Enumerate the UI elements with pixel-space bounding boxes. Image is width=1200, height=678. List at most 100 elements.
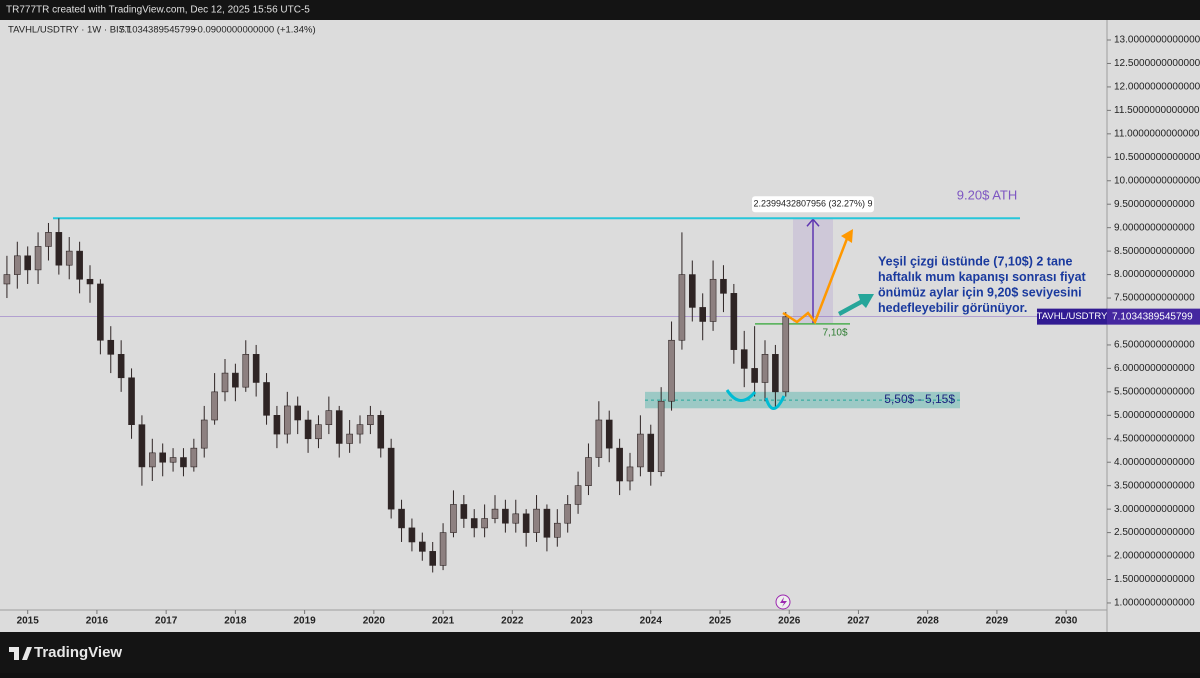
x-tick-label: 2021: [432, 616, 455, 627]
candle-body: [699, 307, 706, 322]
candle-body: [772, 354, 779, 393]
y-tick-label: 12.0000000000000: [1114, 82, 1200, 93]
note-line: haftalık mum kapanışı sonrası fiyat: [878, 270, 1087, 284]
y-tick-label: 6.5000000000000: [1114, 340, 1195, 351]
price-tag: [1107, 308, 1200, 325]
measure-label: 2.2399432807956 (32.27%) 9: [753, 199, 872, 209]
candle-body: [460, 504, 468, 519]
symbol: TAVHL/USDTRY · 1W · BIST: [8, 25, 131, 36]
candle-body: [273, 415, 281, 435]
symbol-tag-label: TAVHL/USDTRY: [1037, 311, 1108, 322]
candle-body: [34, 246, 42, 271]
candle-body: [356, 424, 364, 435]
pattern-curve: [725, 389, 757, 402]
candle-body: [533, 508, 540, 533]
x-tick-label: 2020: [363, 616, 386, 627]
candle-body: [470, 518, 478, 529]
candle-body: [45, 232, 52, 247]
candle-body: [367, 415, 374, 425]
candle-body: [595, 419, 603, 458]
candle-body: [502, 508, 509, 524]
candle-body: [491, 508, 499, 519]
candle-body: [263, 382, 270, 416]
candle-body: [387, 447, 395, 510]
candle-body: [14, 255, 21, 275]
y-tick-label: 10.0000000000000: [1114, 175, 1200, 186]
candle-body: [720, 278, 727, 294]
x-tick-label: 2026: [778, 616, 801, 627]
y-tick-label: 11.0000000000000: [1114, 128, 1200, 139]
candle-body: [24, 255, 31, 271]
candle-body: [294, 405, 301, 421]
candle-body: [782, 316, 790, 393]
candle-body: [574, 485, 582, 505]
change: +0.0900000000000 (+1.34%): [192, 25, 316, 36]
x-tick-label: 2029: [986, 616, 1009, 627]
footer-bar: [0, 632, 1200, 673]
brand: TradingView: [34, 644, 122, 661]
y-tick-label: 10.5000000000000: [1114, 152, 1200, 163]
candle-body: [740, 349, 748, 369]
candle-body: [657, 400, 665, 472]
x-tick-label: 2023: [570, 616, 593, 627]
event-bolt: [780, 597, 787, 607]
candle-body: [689, 274, 696, 308]
candle-body: [512, 513, 520, 524]
y-tick-label: 5.5000000000000: [1114, 386, 1195, 397]
y-tick-label: 6.0000000000000: [1114, 363, 1195, 374]
candle-body: [346, 433, 353, 444]
candle-body: [751, 368, 758, 383]
brand-logo: TradingView: [9, 644, 122, 661]
candle-body: [200, 419, 208, 449]
y-tick-label: 2.5000000000000: [1114, 527, 1195, 538]
projection-arrow: [782, 235, 850, 325]
candle-body: [647, 433, 655, 472]
y-tick-label: 1.5000000000000: [1114, 574, 1195, 585]
candle-body: [564, 504, 571, 524]
candle-body: [3, 274, 11, 285]
candle-body: [65, 250, 73, 266]
y-tick-label: 3.5000000000000: [1114, 480, 1195, 491]
candle-body: [522, 513, 530, 533]
candle-body: [107, 339, 115, 355]
y-tick-label: 1.0000000000000: [1114, 598, 1195, 609]
y-tick-label: 11.5000000000000: [1114, 105, 1200, 116]
y-tick-label: 8.0000000000000: [1114, 269, 1195, 280]
last-value: 7.1034389545799: [119, 25, 196, 36]
y-tick-label: 7.5000000000000: [1114, 293, 1195, 304]
candle-body: [429, 551, 436, 566]
candle-body: [284, 405, 291, 435]
candle-body: [325, 410, 333, 425]
y-tick-label: 3.0000000000000: [1114, 504, 1195, 515]
candle-body: [232, 372, 239, 388]
event-icon: [775, 594, 791, 610]
x-tick-label: 2019: [293, 616, 316, 627]
candle-body: [190, 447, 198, 468]
x-tick-label: 2016: [86, 616, 109, 627]
level-label: 7,10$: [822, 327, 847, 338]
candle-body: [117, 354, 125, 379]
x-tick-label: 2028: [917, 616, 940, 627]
y-tick-label: 12.5000000000000: [1114, 58, 1200, 69]
arrow-head: [841, 229, 853, 243]
x-tick-label: 2018: [224, 616, 247, 627]
logo-icon: [9, 647, 32, 660]
candle-body: [304, 419, 312, 440]
candle-body: [585, 457, 592, 486]
y-tick-label: 4.5000000000000: [1114, 433, 1195, 444]
candle-body: [439, 532, 447, 566]
y-tick-label: 5.0000000000000: [1114, 410, 1195, 421]
x-tick-label: 2024: [640, 616, 663, 627]
candle-body: [377, 415, 385, 449]
candle-body: [86, 278, 94, 285]
candle-body: [637, 433, 644, 468]
candle-body: [97, 283, 104, 341]
candle-body: [138, 424, 146, 468]
note-line: Yeşil çizgi üstünde (7,10$) 2 tane: [878, 254, 1073, 268]
note-line: hedefleyebilir görünüyor.: [878, 301, 1027, 315]
candle-body: [709, 278, 717, 322]
y-tick-label: 9.5000000000000: [1114, 199, 1195, 210]
